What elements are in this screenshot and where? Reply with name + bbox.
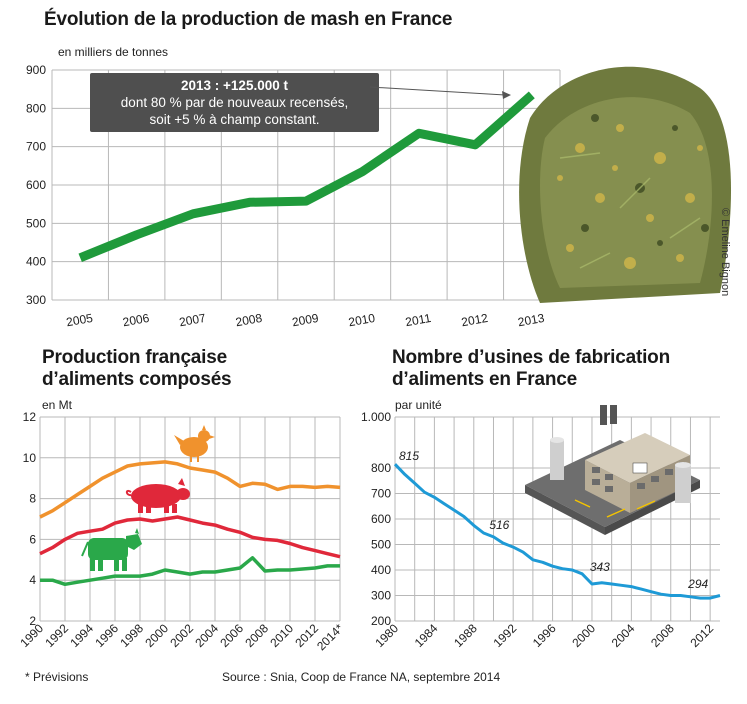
compound-feed-x-tick: 2014* <box>314 621 346 653</box>
compound-feed-y-tick: 10 <box>23 451 37 465</box>
compound-feed-series-chicken <box>39 460 341 519</box>
compound-feed-title-line-1: Production française <box>42 347 227 368</box>
main-chart-title: Évolution de la production de mash en Fr… <box>44 9 453 30</box>
factory-count-label: 343 <box>590 560 610 574</box>
factories-y-tick: 500 <box>371 538 391 552</box>
mash-x-tick: 2008 <box>234 311 263 329</box>
compound-feed-y-tick: 12 <box>23 410 37 424</box>
compound-feed-y-tick: 2 <box>29 614 36 628</box>
production-callout: 2013 : +125.000 t dont 80 % par de nouve… <box>90 73 379 132</box>
factories-title-line-2: d’aliments en France <box>392 369 578 390</box>
factories-x-tick: 2004 <box>609 621 638 650</box>
compound-feed-y-tick: 4 <box>29 573 36 587</box>
mash-x-tick: 2005 <box>65 311 94 329</box>
source-note: Source : Snia, Coop de France NA, septem… <box>222 670 501 684</box>
callout-line-2: dont 80 % par de nouveaux recensés, <box>120 95 349 110</box>
mash-x-tick: 2012 <box>460 311 489 329</box>
factories-y-tick: 700 <box>371 487 391 501</box>
factories-y-tick: 600 <box>371 512 391 526</box>
factories-y-tick: 200 <box>371 614 391 628</box>
factories-y-tick: 400 <box>371 563 391 577</box>
compound-feed-x-tick: 1992 <box>42 621 71 650</box>
factory-count-label: 815 <box>399 449 419 463</box>
compound-feed-x-tick: 2006 <box>217 621 246 650</box>
mash-y-tick: 900 <box>26 63 46 77</box>
compound-feed-x-tick: 2000 <box>142 621 171 650</box>
compound-feed-x-axis: 1990199219941996199820002002200420062008… <box>17 621 346 653</box>
mash-production-line <box>78 91 535 262</box>
factory-count-line <box>393 463 721 600</box>
mash-y-axis: 300 400 500 600 700 800 900 <box>26 63 46 307</box>
callout-headline: 2013 : +125.000 t <box>181 78 288 93</box>
mash-x-tick: 2010 <box>347 311 376 329</box>
mash-y-tick: 600 <box>26 178 46 192</box>
compound-feed-x-tick: 1998 <box>117 621 146 650</box>
compound-feed-series-pig <box>39 515 341 559</box>
mash-x-tick: 2006 <box>122 311 151 329</box>
compound-feed-x-tick: 1994 <box>67 621 96 650</box>
compound-feed-x-tick: 1990 <box>17 621 46 650</box>
callout-line-3: soit +5 % à champ constant. <box>149 112 320 127</box>
mash-x-tick: 2013 <box>517 311 546 329</box>
factory-count-label: 294 <box>687 577 708 591</box>
compound-feed-title-line-2: d’aliments composés <box>42 369 232 390</box>
factory-count-label: 516 <box>489 518 509 532</box>
factories-unit: par unité <box>395 398 442 412</box>
hay-photo <box>519 66 732 303</box>
chicken-icon <box>174 425 215 462</box>
compound-feed-x-tick: 2010 <box>267 621 296 650</box>
factory-illustration <box>525 405 700 535</box>
factories-x-tick: 2012 <box>687 621 716 650</box>
factories-x-axis: 1980 1984 1988 1992 1996 2000 2004 2008 2012 <box>372 621 716 650</box>
factories-x-tick: 2008 <box>648 621 677 650</box>
compound-feed-lines <box>39 460 341 587</box>
mash-x-tick: 2011 <box>404 311 432 329</box>
photo-credit: © Emeline Bignon <box>719 208 731 296</box>
forecast-footnote: * Prévisions <box>25 670 89 684</box>
factories-x-tick: 1988 <box>451 621 480 650</box>
pig-icon <box>125 478 190 513</box>
compound-feed-x-tick: 1996 <box>92 621 121 650</box>
factories-y-tick: 1.000 <box>361 410 391 424</box>
mash-x-axis: 2005 2006 2007 2008 2009 2010 2011 2012 2013 <box>65 311 546 329</box>
main-chart-unit: en milliers de tonnes <box>58 45 169 59</box>
mash-y-tick: 400 <box>26 255 46 269</box>
compound-feed-y-tick: 6 <box>29 532 36 546</box>
mash-y-tick: 800 <box>26 101 46 115</box>
compound-feed-series-cow <box>40 556 340 587</box>
factories-x-tick: 1984 <box>412 621 441 650</box>
factories-title-line-1: Nombre d’usines de fabrication <box>392 347 670 368</box>
mash-y-tick: 300 <box>26 293 46 307</box>
compound-feed-title: Production française d’aliments composés <box>42 347 232 391</box>
factories-x-tick: 1996 <box>530 621 559 650</box>
compound-feed-x-tick: 2004 <box>192 621 221 650</box>
factories-x-tick: 1992 <box>491 621 520 650</box>
factories-x-tick: 2000 <box>569 621 598 650</box>
factories-y-tick: 800 <box>371 461 391 475</box>
factories-y-axis: 200 300 400 500 600 700 800 1.000 <box>361 410 391 628</box>
mash-x-tick: 2007 <box>178 311 207 329</box>
factories-title: Nombre d’usines de fabrication d’aliment… <box>392 347 670 391</box>
compound-feed-x-tick: 2002 <box>167 621 196 650</box>
cow-icon <box>81 528 142 571</box>
compound-feed-x-tick: 2008 <box>242 621 271 650</box>
factories-y-tick: 300 <box>371 589 391 603</box>
mash-y-tick: 700 <box>26 140 46 154</box>
factory-count-labels: 815 516 343 294 <box>399 449 708 591</box>
mash-y-tick: 500 <box>26 216 46 230</box>
compound-feed-y-axis: 2 4 6 8 10 12 <box>23 410 37 628</box>
mash-x-tick: 2009 <box>291 311 320 329</box>
compound-feed-y-tick: 8 <box>29 492 36 506</box>
compound-feed-unit: en Mt <box>42 398 73 412</box>
